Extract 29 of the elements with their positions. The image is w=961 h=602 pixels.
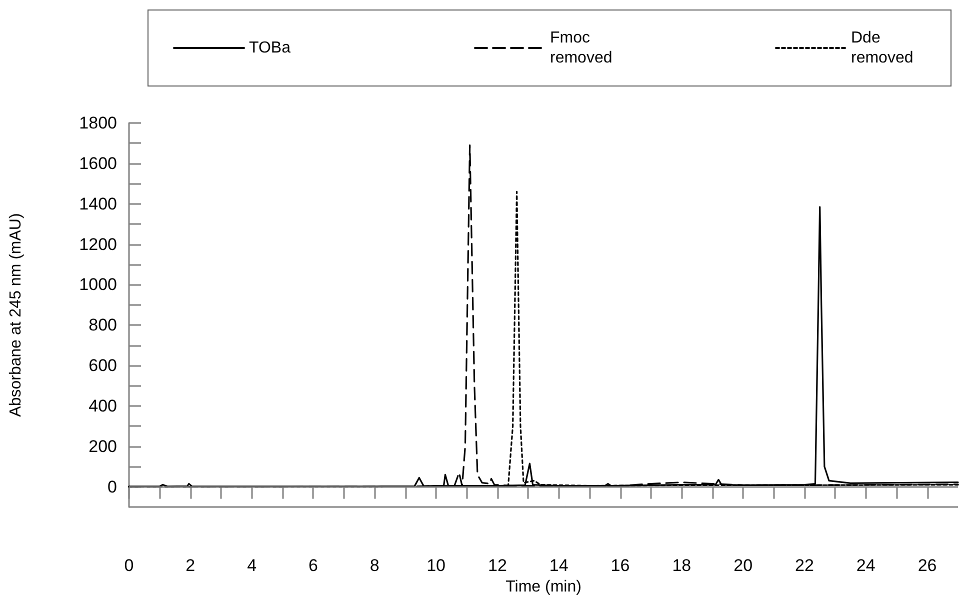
x-tick-label: 22 xyxy=(795,556,814,576)
y-tick-label: 600 xyxy=(88,356,117,376)
y-tick-label: 800 xyxy=(88,316,117,335)
x-tick-label: 2 xyxy=(186,556,196,576)
y-tick-label: 400 xyxy=(88,396,117,416)
x-tick-label: 8 xyxy=(370,556,380,576)
legend-label: Fmoc removed xyxy=(550,30,612,66)
x-tick-label: 20 xyxy=(734,556,753,576)
legend-label: TOBa xyxy=(249,40,291,56)
x-tick-label: 18 xyxy=(672,556,692,576)
y-tick-label: 1000 xyxy=(79,275,117,294)
y-tick-label: 1800 xyxy=(79,114,117,132)
y-tick-label: 1200 xyxy=(79,234,117,254)
x-tick-label: 26 xyxy=(918,556,937,576)
x-tick-label: 6 xyxy=(308,556,318,576)
x-tick-label: 4 xyxy=(247,556,257,576)
x-tick-label: 14 xyxy=(549,556,568,576)
x-axis-title: Time (min) xyxy=(506,578,582,596)
x-tick-label: 16 xyxy=(610,556,630,576)
y-tick-label: 200 xyxy=(88,436,117,456)
x-tick-label: 24 xyxy=(856,556,876,576)
x-tick-label: 10 xyxy=(426,556,446,576)
y-tick-label: 0 xyxy=(108,477,117,496)
x-tick-label: 0 xyxy=(124,556,134,576)
y-axis-title: Absorbane at 245 nm (mAU) xyxy=(8,213,24,417)
y-tick-label: 1600 xyxy=(79,154,117,173)
y-tick-label: 1400 xyxy=(79,194,117,214)
x-tick-label: 12 xyxy=(488,556,507,576)
legend-label: Dde removed xyxy=(851,30,914,66)
